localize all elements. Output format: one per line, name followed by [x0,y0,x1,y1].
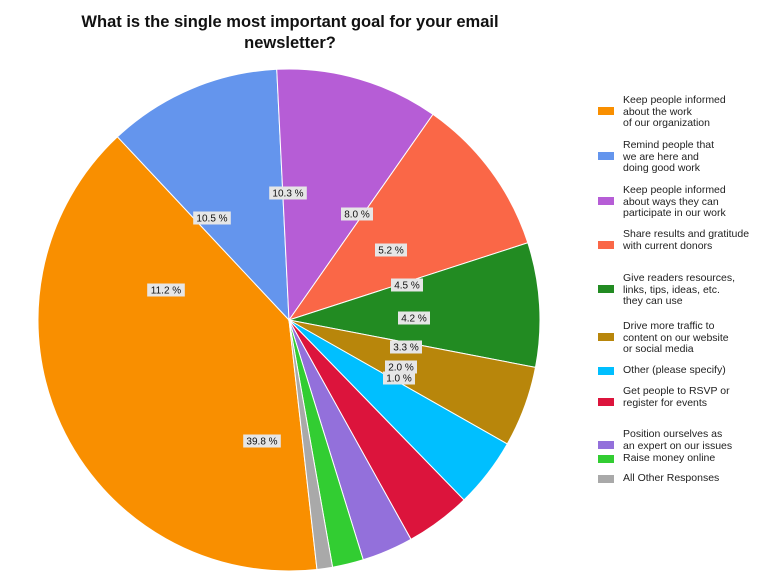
legend-label: Raise money online [623,452,716,464]
slice-label-box [193,211,231,225]
slice-label-box [391,278,423,292]
slice-label-0: 39.8 % [243,434,281,448]
slice-label-box [383,371,415,385]
legend-swatch [598,151,614,160]
slice-label-box [385,360,417,374]
legend-swatch [598,455,614,463]
legend-swatch [598,440,614,449]
slice-label-box [398,311,430,325]
slice-label-3: 10.3 % [269,186,307,200]
legend-label: Share results and gratitude with current… [623,228,750,252]
slice-label-box [341,207,373,221]
legend-label: All Other Responses [623,472,720,484]
slice-label-1: 11.2 % [147,283,185,297]
slice-label-box [147,283,185,297]
slice-label-text: 11.2 % [151,286,181,297]
legend-label: Other (please specify) [623,364,726,376]
legend-swatch [598,240,614,249]
slice-label-box [243,434,281,448]
legend-label: Keep people informed about ways they can… [623,184,726,219]
legend-label: Keep people informed about the work of o… [623,94,726,129]
slice-label-2: 10.5 % [193,211,231,225]
slice-label-text: 39.8 % [246,437,277,448]
slice-label-text: 1.0 % [386,374,412,385]
legend-label: Remind people that we are here and doing… [623,139,715,174]
pie-slice-0 [37,136,318,572]
slice-label-box [390,340,422,354]
legend-swatch [598,196,614,205]
pie-slices [37,68,541,572]
legend-swatch [598,367,614,375]
legend-label: Position ourselves as an expert on our i… [623,428,733,452]
legend-swatch [598,332,614,341]
pie-slice-4 [288,242,541,368]
slice-label-8: 3.3 % [390,340,422,354]
slice-label-text: 10.3 % [272,189,303,200]
slice-label-text: 2.0 % [388,363,414,374]
slice-label-10: 1.0 % [383,371,415,385]
legend-label: Drive more traffic to content on our web… [623,320,729,355]
slice-label-box [375,243,407,257]
pie-slice-2 [276,68,434,322]
pie-slice-1 [116,68,290,322]
pie-slice-3 [287,113,529,321]
legend-swatch [598,397,614,406]
slice-label-text: 3.3 % [393,343,419,354]
slice-label-text: 10.5 % [196,214,227,225]
legend-label: Get people to RSVP or register for event… [623,385,730,409]
slice-label-text: 8.0 % [344,210,370,221]
slice-label-text: 4.2 % [401,314,427,325]
slice-label-text: 4.5 % [394,281,420,292]
slice-label-7: 4.2 % [398,311,430,325]
legend-swatch [598,475,614,483]
slice-label-box [269,186,307,200]
pie-slice-10 [288,319,334,570]
legend-swatch [598,106,614,115]
slice-label-9: 2.0 % [385,360,417,374]
legend-swatch [598,284,614,293]
pie-labels: 39.8 % 11.2 % 10.5 % 10.3 % 8.0 % 5.2 % 4.5 % 4… [147,186,430,448]
slice-label-6: 4.5 % [391,278,423,292]
legend-label: Give readers resources, links, tips, ide… [623,272,736,307]
slice-label-4: 8.0 % [341,207,373,221]
slice-label-5: 5.2 % [375,243,407,257]
slice-label-text: 5.2 % [378,246,404,257]
chart-title: What is the single most important goal f… [81,13,499,52]
